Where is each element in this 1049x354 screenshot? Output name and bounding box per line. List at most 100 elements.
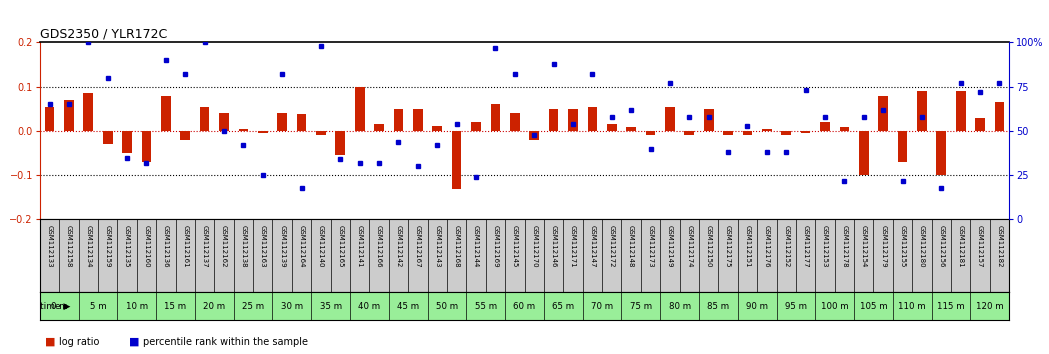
Text: GSM112170: GSM112170 — [531, 225, 537, 268]
Bar — [665, 107, 675, 131]
Text: GSM112179: GSM112179 — [880, 225, 886, 268]
Text: 0 m: 0 m — [51, 302, 67, 311]
Text: 120 m: 120 m — [976, 302, 1004, 311]
Text: GSM112176: GSM112176 — [764, 225, 770, 268]
Text: GSM112151: GSM112151 — [745, 225, 750, 268]
Text: GSM112134: GSM112134 — [85, 225, 91, 268]
Bar — [142, 131, 151, 162]
Text: GSM112156: GSM112156 — [938, 225, 944, 268]
Text: GSM112159: GSM112159 — [105, 225, 111, 268]
Text: 60 m: 60 m — [513, 302, 536, 311]
Text: GSM112180: GSM112180 — [919, 225, 925, 268]
Text: 25 m: 25 m — [242, 302, 264, 311]
Bar — [820, 122, 830, 131]
Text: GSM112168: GSM112168 — [453, 225, 459, 268]
Bar — [937, 131, 946, 175]
Bar — [839, 127, 850, 131]
Text: 50 m: 50 m — [436, 302, 458, 311]
Text: 95 m: 95 m — [785, 302, 807, 311]
Bar — [336, 131, 345, 155]
Text: GSM112143: GSM112143 — [434, 225, 441, 268]
Text: GSM112142: GSM112142 — [395, 225, 402, 268]
Text: time ▶: time ▶ — [40, 302, 70, 311]
Bar — [84, 93, 93, 131]
Bar — [219, 113, 229, 131]
Bar — [258, 131, 267, 133]
Text: 5 m: 5 m — [90, 302, 106, 311]
Text: 75 m: 75 m — [629, 302, 651, 311]
Bar — [800, 131, 811, 133]
Text: 30 m: 30 m — [281, 302, 303, 311]
Bar — [530, 131, 539, 140]
Text: GSM112153: GSM112153 — [822, 225, 828, 268]
Text: 65 m: 65 m — [552, 302, 575, 311]
Bar — [393, 109, 403, 131]
Text: GSM112174: GSM112174 — [686, 225, 692, 268]
Bar — [626, 127, 636, 131]
Bar — [297, 114, 306, 131]
Bar — [199, 107, 210, 131]
Bar — [238, 129, 249, 131]
Bar — [956, 91, 965, 131]
Text: GSM112166: GSM112166 — [377, 225, 382, 268]
Text: GSM112139: GSM112139 — [279, 225, 285, 268]
Text: GSM112136: GSM112136 — [163, 225, 169, 268]
Bar — [374, 124, 384, 131]
Text: ■: ■ — [129, 337, 140, 347]
Text: 15 m: 15 m — [165, 302, 187, 311]
Text: GSM112165: GSM112165 — [338, 225, 343, 268]
Text: 70 m: 70 m — [591, 302, 613, 311]
Text: GSM112154: GSM112154 — [861, 225, 866, 268]
Text: GSM112152: GSM112152 — [784, 225, 789, 268]
Bar — [277, 113, 287, 131]
Bar — [743, 131, 752, 136]
Text: 20 m: 20 m — [204, 302, 226, 311]
Bar — [917, 91, 926, 131]
Bar — [859, 131, 869, 175]
Text: GDS2350 / YLR172C: GDS2350 / YLR172C — [40, 28, 167, 41]
Text: GSM112161: GSM112161 — [183, 225, 188, 268]
Text: GSM112172: GSM112172 — [608, 225, 615, 268]
Text: GSM112169: GSM112169 — [492, 225, 498, 268]
Bar — [510, 113, 519, 131]
Text: GSM112141: GSM112141 — [357, 225, 363, 268]
Bar — [432, 126, 442, 131]
Bar — [45, 107, 55, 131]
Bar — [607, 124, 617, 131]
Text: GSM112175: GSM112175 — [725, 225, 731, 268]
Text: GSM112181: GSM112181 — [958, 225, 964, 268]
Bar — [704, 109, 713, 131]
Bar — [471, 122, 480, 131]
Text: GSM112171: GSM112171 — [570, 225, 576, 268]
Bar — [103, 131, 112, 144]
Text: 40 m: 40 m — [359, 302, 381, 311]
Text: GSM112147: GSM112147 — [590, 225, 596, 268]
Text: 90 m: 90 m — [746, 302, 768, 311]
Bar — [452, 131, 462, 188]
Bar — [684, 131, 694, 136]
Bar — [316, 131, 326, 136]
Text: percentile rank within the sample: percentile rank within the sample — [143, 337, 307, 347]
Bar — [723, 131, 733, 136]
Text: ■: ■ — [45, 337, 56, 347]
Text: log ratio: log ratio — [59, 337, 99, 347]
Text: GSM112178: GSM112178 — [841, 225, 848, 268]
Text: 110 m: 110 m — [898, 302, 926, 311]
Text: GSM112160: GSM112160 — [144, 225, 149, 268]
Text: GSM112163: GSM112163 — [260, 225, 265, 268]
Bar — [878, 96, 887, 131]
Bar — [491, 104, 500, 131]
Bar — [549, 109, 558, 131]
Text: GSM112164: GSM112164 — [299, 225, 304, 268]
Text: 85 m: 85 m — [707, 302, 729, 311]
Text: GSM112162: GSM112162 — [221, 225, 227, 268]
Text: GSM112145: GSM112145 — [512, 225, 518, 268]
Text: GSM112148: GSM112148 — [628, 225, 634, 268]
Bar — [587, 107, 597, 131]
Text: GSM112177: GSM112177 — [802, 225, 809, 268]
Text: GSM112157: GSM112157 — [977, 225, 983, 268]
Text: GSM112133: GSM112133 — [46, 225, 52, 268]
Text: 80 m: 80 m — [668, 302, 690, 311]
Text: 105 m: 105 m — [859, 302, 887, 311]
Bar — [976, 118, 985, 131]
